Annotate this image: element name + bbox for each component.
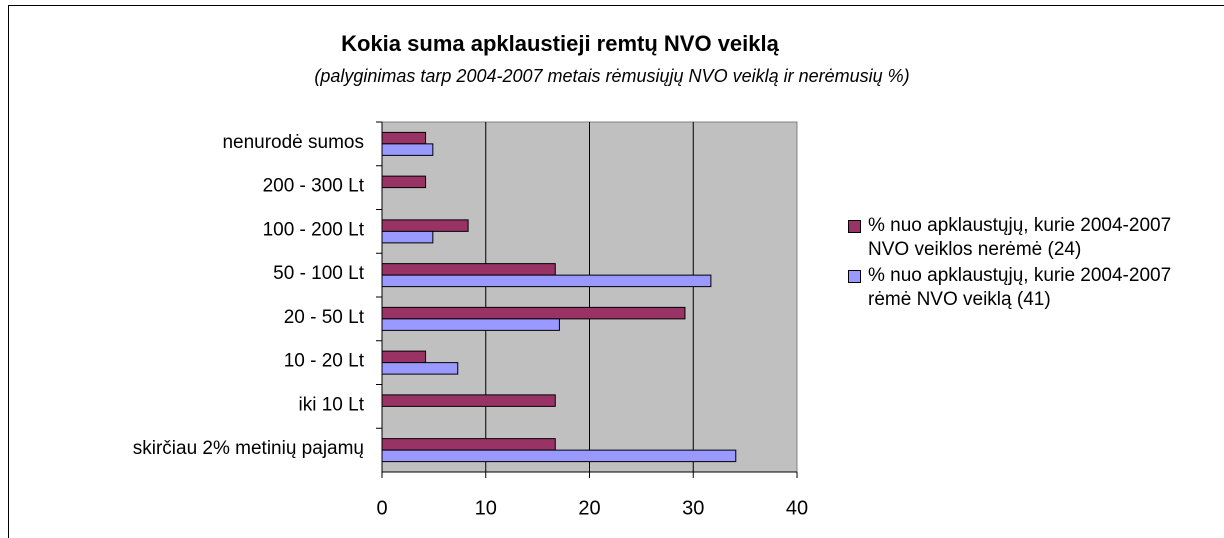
x-tick-label: 30 xyxy=(682,497,704,519)
legend-swatch xyxy=(848,220,861,233)
x-tick-label: 10 xyxy=(475,497,497,519)
x-tick-label: 40 xyxy=(786,497,808,519)
bar xyxy=(381,219,469,232)
bar xyxy=(381,143,434,156)
bar xyxy=(381,318,560,331)
bar xyxy=(381,350,427,364)
chart-title: Kokia suma apklaustieji remtų NVO veiklą xyxy=(341,31,779,56)
y-tick-label: 20 - 50 Lt xyxy=(284,307,365,328)
y-tick-label: 50 - 100 Lt xyxy=(273,263,365,284)
bar xyxy=(381,394,556,407)
x-tick-label: 20 xyxy=(578,497,600,519)
chart-subtitle: (palyginimas tarp 2004-2007 metais rėmus… xyxy=(314,66,909,86)
legend-item: % nuo apklaustųjų, kurie 2004-2007 NVO v… xyxy=(846,214,1216,262)
y-tick-label: iki 10 Lt xyxy=(299,394,365,415)
bar xyxy=(381,438,556,451)
legend-label: % nuo apklaustųjų, kurie 2004-2007 rėmė … xyxy=(868,265,1172,310)
legend: % nuo apklaustųjų, kurie 2004-2007 NVO v… xyxy=(846,214,1216,314)
y-tick-label: skirčiau 2% metinių pajamų xyxy=(133,438,364,459)
bar xyxy=(381,362,459,375)
y-tick-label: 10 - 20 Lt xyxy=(284,351,365,372)
legend-swatch xyxy=(848,270,861,283)
legend-label: % nuo apklaustųjų, kurie 2004-2007 NVO v… xyxy=(868,215,1172,260)
legend-item: % nuo apklaustųjų, kurie 2004-2007 rėmė … xyxy=(846,264,1216,312)
x-tick-label: 0 xyxy=(376,497,387,519)
bar xyxy=(381,175,427,189)
y-tick-label: 200 - 300 Lt xyxy=(263,176,365,197)
bar xyxy=(381,131,427,145)
bar xyxy=(381,274,712,288)
bar xyxy=(381,306,686,320)
bar xyxy=(381,230,434,244)
bar xyxy=(381,263,556,276)
y-tick-label: 100 - 200 Lt xyxy=(263,219,365,240)
bar xyxy=(381,449,737,463)
y-tick-label: nenurodė sumos xyxy=(222,132,364,153)
